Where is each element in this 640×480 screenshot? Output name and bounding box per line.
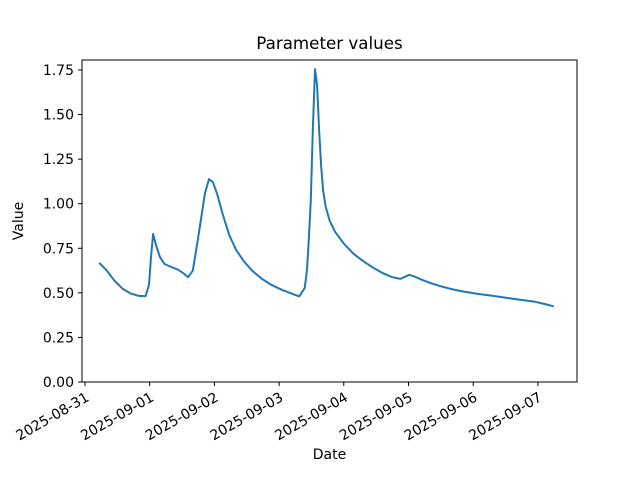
x-tick-label: 2025-09-07 <box>466 390 544 445</box>
x-tick-label: 2025-09-02 <box>143 390 221 445</box>
y-tick-label: 1.00 <box>43 197 74 213</box>
y-axis-label: Value <box>11 201 27 241</box>
y-tick-label: 0.00 <box>43 375 74 391</box>
x-tick-label: 2025-09-05 <box>337 390 415 445</box>
plot-frame <box>81 59 578 383</box>
y-tick-label: 0.75 <box>43 241 74 257</box>
chart-title: Parameter values <box>256 33 403 53</box>
x-tick-label: 2025-09-06 <box>402 390 481 445</box>
x-tick-label: 2025-08-31 <box>14 390 92 445</box>
x-axis-label: Date <box>312 447 347 463</box>
y-tick-label: 0.50 <box>43 286 74 302</box>
series-line <box>98 68 554 308</box>
y-tick-label: 1.25 <box>43 152 74 168</box>
x-tick-label: 2025-09-01 <box>78 390 156 445</box>
y-tick-label: 1.50 <box>43 108 74 124</box>
x-tick-label: 2025-09-03 <box>208 390 286 445</box>
y-tick-label: 1.75 <box>43 63 74 79</box>
y-tick-label: 0.25 <box>43 330 74 346</box>
x-tick-label: 2025-09-04 <box>272 390 351 445</box>
